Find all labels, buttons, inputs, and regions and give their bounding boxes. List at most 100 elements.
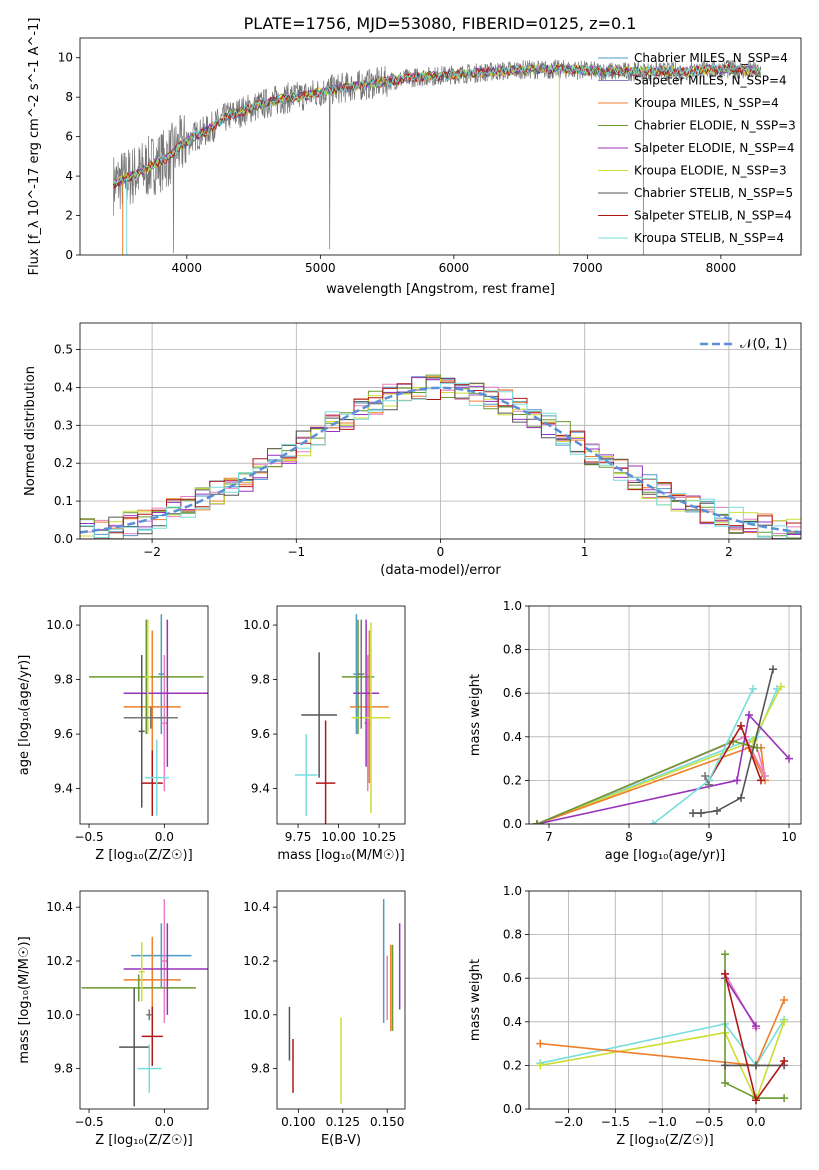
weight-line	[536, 713, 790, 824]
weight-marker	[785, 754, 793, 763]
x-tick-label: 0.0	[155, 1115, 174, 1129]
x-axis-label: Z [log₁₀(Z/Z☉)]	[95, 848, 192, 863]
y-tick-label: 1.0	[503, 884, 522, 898]
weight-line	[724, 954, 785, 1099]
x-tick-label: 9	[705, 830, 713, 844]
x-tick-label: −1.5	[601, 1115, 630, 1129]
x-axis-label: (data-model)/error	[380, 563, 501, 578]
x-tick-label: −2.0	[554, 1115, 583, 1129]
y-tick-label: 0.0	[54, 532, 73, 546]
weight-marker	[751, 1096, 760, 1105]
plot-area	[288, 899, 401, 1104]
y-tick-label: 9.8	[251, 1062, 270, 1076]
legend-label: Kroupa STELIB, N_SSP=4	[634, 231, 784, 245]
weight-line	[652, 688, 754, 824]
weight-marker	[761, 772, 769, 781]
x-tick-label: 0.100	[281, 1115, 315, 1129]
axes-frame	[79, 890, 209, 1110]
weight-marker	[721, 969, 730, 978]
observed-spectrum	[113, 59, 762, 254]
plot-area	[294, 614, 391, 824]
x-tick-label: 0.150	[370, 1115, 404, 1129]
y-tick-label: 10.0	[243, 618, 270, 632]
x-tick-label: 10.25	[362, 830, 396, 844]
y-tick-label: 10.0	[46, 618, 73, 632]
y-tick-label: 8	[65, 90, 73, 104]
axes-frame	[79, 322, 802, 540]
weight-marker	[536, 1061, 545, 1070]
axes-frame	[528, 890, 802, 1110]
x-tick-label: 0.0	[155, 830, 174, 844]
histogram-step	[80, 382, 801, 539]
weight-line	[724, 977, 757, 1027]
y-tick-label: 10	[58, 51, 73, 65]
y-tick-label: 10.2	[46, 954, 73, 968]
y-axis-label: mass [log₁₀(M/M☉)]	[17, 936, 32, 1063]
y-axis-label: mass weight	[468, 959, 483, 1041]
weight-marker	[780, 1017, 789, 1026]
weight-marker	[749, 684, 757, 693]
x-tick-label: 5000	[305, 261, 336, 275]
y-tick-label: 0.1	[54, 494, 73, 508]
x-tick-label: 6000	[439, 261, 470, 275]
y-tick-label: 0	[65, 248, 73, 262]
weight-marker	[753, 743, 761, 752]
x-tick-label: 10.00	[321, 830, 355, 844]
chart-age_vs_Z: −0.5 0.0 9.4 9.6 9.8 10.0 Z [log₁₀(Z/Z☉)] age […	[17, 605, 209, 863]
plot-area	[89, 614, 208, 816]
x-tick-label: −0.5	[74, 1115, 103, 1129]
axes-frame	[276, 890, 406, 1110]
weight-marker	[533, 820, 541, 824]
x-tick-label: 9.75	[285, 830, 312, 844]
chart-mass_vs_Z: −0.5 0.0 9.8 10.0 10.2 10.4 Z [log₁₀(Z/Z☉)] mas…	[17, 890, 209, 1148]
x-tick-label: 0.125	[326, 1115, 360, 1129]
y-tick-label: 9.4	[54, 782, 73, 796]
chart-age_vs_mass: 9.75 10.00 10.25 9.4 9.6 9.8 10.0 mass [log₁₀(M…	[243, 605, 406, 863]
y-tick-label: 2	[65, 209, 73, 223]
weight-marker	[649, 820, 657, 824]
legend: Chabrier MILES, N_SSP=4 Salpeter MILES, N…	[598, 51, 796, 245]
x-tick-label: −1	[287, 545, 305, 559]
weight-marker	[780, 1094, 789, 1103]
weight-marker	[713, 806, 721, 815]
chart-mass_weight_vs_age: 7 8 9 10 0.0 0.2 0.4 0.6 0.8 1.0 age [log₁₀(age/yr…	[468, 599, 802, 863]
plot-area	[533, 665, 793, 824]
weight-marker	[757, 776, 765, 785]
y-tick-label: 10.4	[243, 900, 270, 914]
gaussian-curve	[80, 386, 801, 534]
x-tick-label: 7	[545, 830, 553, 844]
y-tick-label: 9.8	[251, 673, 270, 687]
y-axis-label: mass weight	[468, 674, 483, 756]
weight-marker	[721, 1061, 730, 1070]
chart-mass_vs_ebv: 0.100 0.125 0.150 9.8 10.0 10.2 10.4 E(B-V)	[243, 890, 406, 1148]
figure-title: PLATE=1756, MJD=53080, FIBERID=0125, z=0…	[244, 14, 637, 33]
y-tick-label: 0.3	[54, 418, 73, 432]
y-tick-label: 9.6	[251, 727, 270, 741]
y-tick-label: 0.4	[54, 380, 73, 394]
y-tick-label: 0.2	[503, 773, 522, 787]
y-tick-label: 10.0	[243, 1008, 270, 1022]
x-axis-label: Z [log₁₀(Z/Z☉)]	[95, 1133, 192, 1148]
plot-area	[81, 899, 208, 1107]
y-tick-label: 9.8	[54, 673, 73, 687]
weight-marker	[751, 1022, 760, 1031]
histogram-step	[80, 377, 801, 539]
x-axis-label: mass [log₁₀(M/M☉)]	[277, 848, 404, 863]
y-tick-label: 9.4	[251, 782, 270, 796]
y-tick-label: 9.6	[54, 727, 73, 741]
weight-marker	[780, 1057, 789, 1066]
y-tick-label: 0.4	[503, 1015, 522, 1029]
x-tick-label: 2	[725, 545, 733, 559]
y-tick-label: 0.0	[503, 817, 522, 831]
legend-label: Salpeter MILES, N_SSP=4	[634, 74, 787, 88]
x-tick-label: 0	[437, 545, 445, 559]
x-tick-label: 8000	[706, 261, 737, 275]
x-tick-label: 7000	[572, 261, 603, 275]
y-tick-label: 6	[65, 130, 73, 144]
weight-marker	[737, 793, 745, 802]
legend-label: Kroupa ELODIE, N_SSP=3	[634, 164, 787, 178]
weight-marker	[780, 996, 789, 1004]
x-axis-label: Z [log₁₀(Z/Z☉)]	[616, 1133, 713, 1148]
